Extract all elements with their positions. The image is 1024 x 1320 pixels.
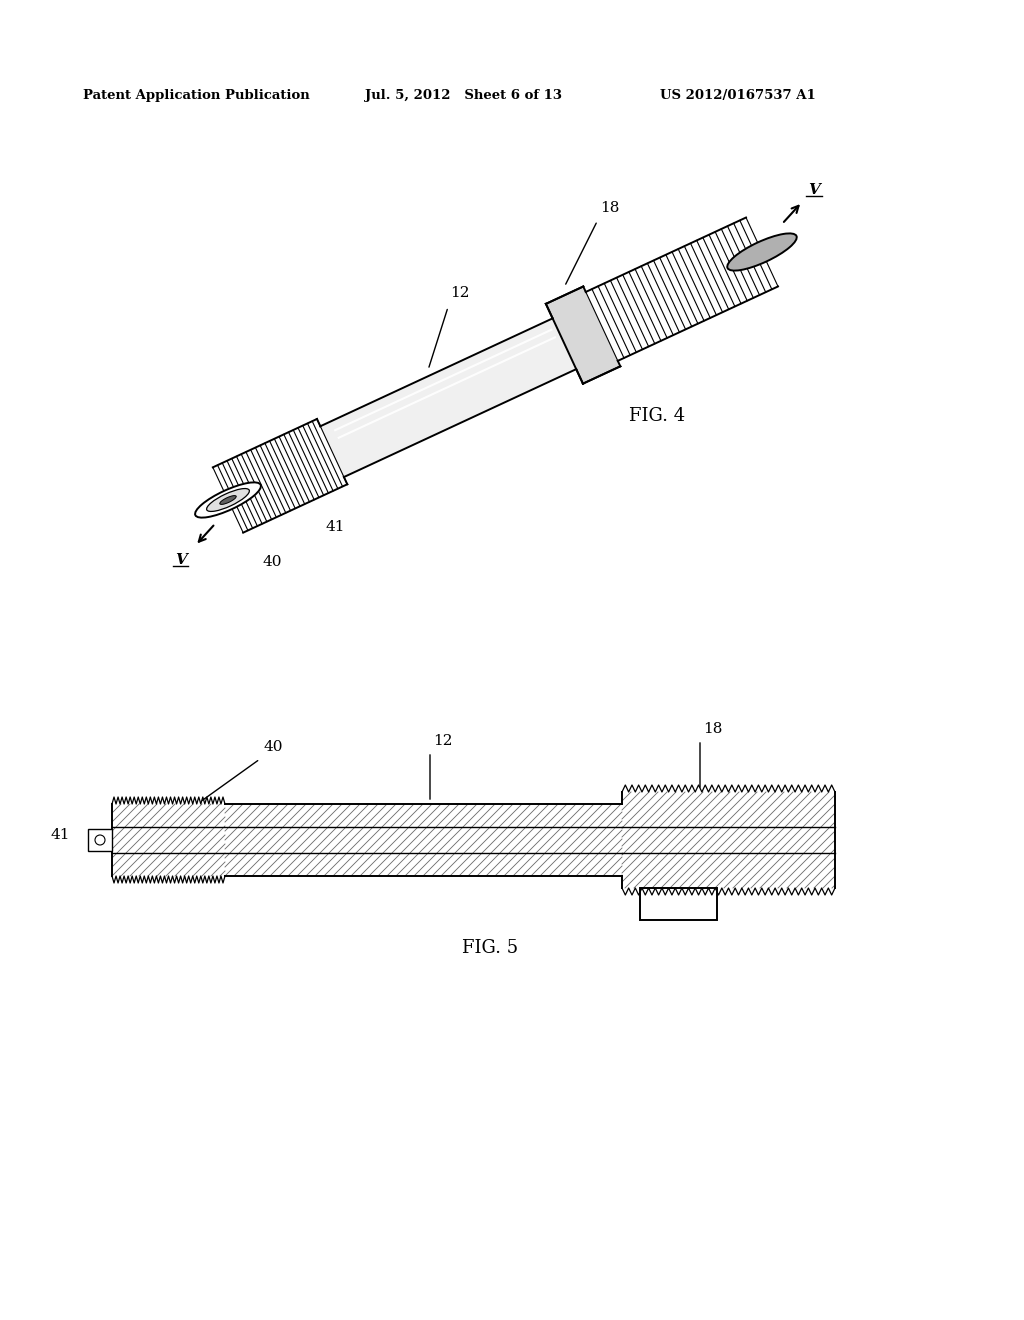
Text: 41: 41 [326,520,345,533]
Text: V: V [175,553,187,566]
Text: 18: 18 [600,201,620,215]
Polygon shape [640,888,717,920]
Text: 40: 40 [263,741,283,754]
Polygon shape [88,829,112,851]
Ellipse shape [220,495,237,504]
Polygon shape [321,318,577,477]
Text: 40: 40 [262,556,282,569]
Text: 12: 12 [451,285,470,300]
Text: 18: 18 [703,722,722,737]
Ellipse shape [196,482,261,517]
Ellipse shape [207,488,250,511]
Text: Jul. 5, 2012   Sheet 6 of 13: Jul. 5, 2012 Sheet 6 of 13 [365,88,562,102]
Text: 41: 41 [50,828,70,842]
Polygon shape [225,804,622,876]
Polygon shape [546,286,621,384]
Text: 12: 12 [433,734,453,748]
Text: V: V [808,183,820,197]
Text: Patent Application Publication: Patent Application Publication [83,88,309,102]
Text: US 2012/0167537 A1: US 2012/0167537 A1 [660,88,816,102]
Ellipse shape [727,234,797,271]
Text: FIG. 4: FIG. 4 [629,408,685,425]
Polygon shape [112,804,225,876]
Text: FIG. 5: FIG. 5 [462,939,518,957]
Polygon shape [622,792,835,888]
